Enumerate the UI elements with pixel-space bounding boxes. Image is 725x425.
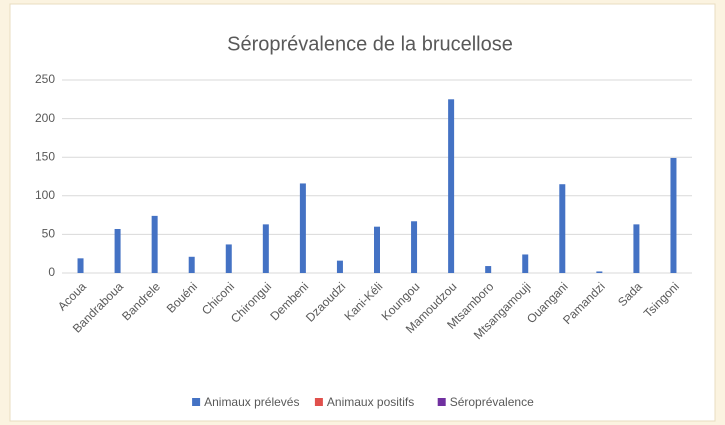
bar — [262, 224, 269, 273]
y-tick-label: 50 — [42, 227, 56, 241]
bar — [374, 226, 380, 273]
bar — [670, 157, 677, 273]
y-tick-label: 0 — [48, 265, 55, 279]
bar — [299, 183, 306, 273]
bar — [114, 228, 121, 273]
legend-label: Animaux positifs — [327, 395, 414, 409]
bar — [336, 260, 343, 273]
bar — [225, 244, 232, 273]
y-tick-label: 250 — [35, 72, 55, 86]
legend-swatch — [192, 398, 201, 406]
legend-label: Animaux prélevés — [204, 395, 299, 409]
bar — [559, 184, 566, 273]
chart-title: Séroprévalence de la brucellose — [227, 33, 513, 55]
legend-label: Séroprévalence — [450, 395, 534, 409]
bar — [485, 266, 492, 273]
y-tick-label: 150 — [35, 149, 55, 163]
bar — [448, 99, 455, 273]
chart-area — [9, 3, 716, 422]
legend-swatch — [314, 398, 323, 406]
bar — [411, 221, 418, 273]
bar — [188, 256, 195, 273]
bar — [596, 271, 603, 273]
legend-swatch — [437, 398, 446, 406]
bar — [77, 258, 84, 273]
bar — [522, 254, 529, 273]
bar — [151, 215, 158, 273]
bar — [633, 224, 640, 273]
y-tick-label: 100 — [35, 188, 55, 202]
y-tick-label: 200 — [35, 111, 55, 125]
